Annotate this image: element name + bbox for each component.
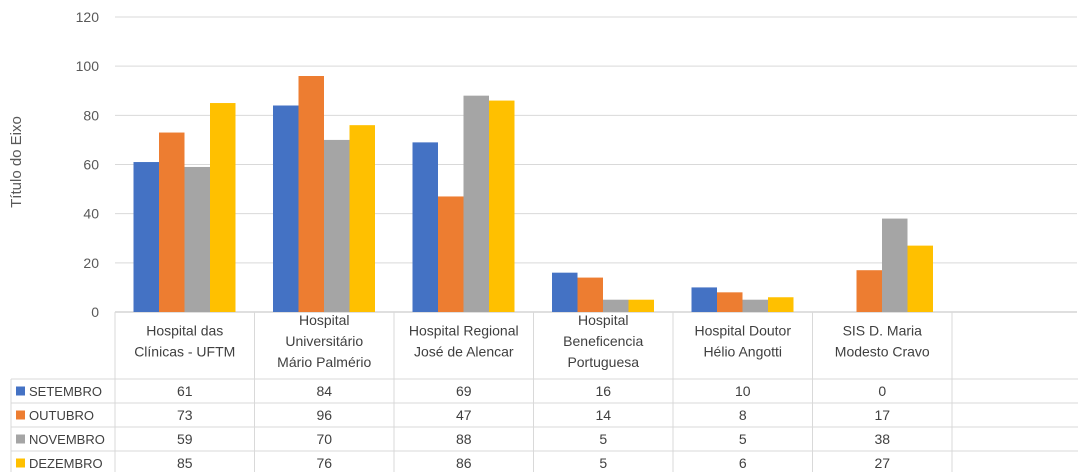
data-label: 27: [874, 455, 890, 471]
data-label: 38: [874, 431, 890, 447]
category-label: Mário Palmério: [277, 354, 371, 370]
category-label: Hospital Regional: [409, 323, 519, 339]
legend-key-setembro: [16, 386, 25, 396]
bar-outubro-2: [298, 76, 324, 312]
bar-setembro-5: [691, 287, 717, 312]
y-tick-label: 120: [76, 9, 100, 25]
bar-novembro-1: [184, 166, 210, 312]
legend-key-novembro: [16, 434, 25, 444]
data-label: 84: [316, 383, 332, 399]
bar-dezembro-5: [768, 297, 794, 312]
data-label: 69: [456, 383, 472, 399]
bars: [133, 76, 933, 313]
bar-setembro-2: [273, 105, 299, 312]
category-label: Portuguesa: [567, 354, 639, 370]
legend-key-outubro: [16, 410, 25, 420]
legend-key-dezembro: [16, 458, 25, 468]
series-name-setembro: SETEMBRO: [29, 384, 102, 399]
category-label: Hélio Angotti: [703, 344, 782, 360]
data-label: 70: [316, 431, 332, 447]
category-label: José de Alencar: [414, 344, 514, 360]
data-label: 6: [739, 455, 747, 471]
bar-setembro-4: [552, 272, 578, 312]
category-label: Universitário: [285, 333, 363, 349]
data-label: 0: [878, 383, 886, 399]
series-name-outubro: OUTUBRO: [29, 408, 94, 423]
category-label: Hospital: [578, 312, 629, 328]
series-name-novembro: NOVEMBRO: [29, 432, 105, 447]
data-label: 8: [739, 407, 747, 423]
bar-setembro-3: [412, 142, 438, 312]
bar-outubro-1: [159, 132, 185, 312]
bar-novembro-3: [463, 95, 489, 313]
series-name-dezembro: DEZEMBRO: [29, 456, 103, 471]
category-label: SIS D. Maria: [843, 323, 923, 339]
data-label: 5: [739, 431, 747, 447]
bar-dezembro-3: [489, 100, 515, 312]
data-label: 76: [316, 455, 332, 471]
bar-novembro-5: [742, 299, 768, 312]
bar-dezembro-4: [628, 299, 654, 312]
bar-outubro-6: [856, 270, 882, 312]
data-label: 5: [599, 455, 607, 471]
data-label: 10: [735, 383, 751, 399]
bar-outubro-4: [577, 277, 603, 312]
category-label: Beneficencia: [563, 333, 643, 349]
y-tick-label: 0: [91, 304, 99, 320]
category-label: Hospital: [299, 312, 350, 328]
data-label: 61: [177, 383, 193, 399]
data-label: 16: [595, 383, 611, 399]
category-label: Clínicas - UFTM: [134, 344, 235, 360]
y-tick-label: 100: [76, 58, 100, 74]
bar-outubro-3: [438, 196, 464, 312]
bar-novembro-2: [324, 139, 350, 312]
data-label: 59: [177, 431, 193, 447]
bar-dezembro-2: [349, 125, 375, 313]
y-tick-label: 80: [83, 107, 99, 123]
data-label: 96: [316, 407, 332, 423]
y-tick-label: 40: [83, 206, 99, 222]
y-tick-label: 60: [83, 157, 99, 173]
data-label: 5: [599, 431, 607, 447]
category-label: Hospital das: [146, 323, 223, 339]
data-label: 86: [456, 455, 472, 471]
bar-novembro-4: [603, 299, 629, 312]
y-tick-label: 20: [83, 255, 99, 271]
bar-dezembro-1: [210, 103, 236, 313]
bar-dezembro-6: [907, 245, 933, 312]
bar-setembro-1: [133, 162, 159, 312]
y-axis-title: Título do Eixo: [8, 116, 25, 208]
data-label: 17: [874, 407, 890, 423]
data-label: 14: [595, 407, 611, 423]
bar-novembro-6: [882, 218, 908, 312]
bar-outubro-5: [717, 292, 743, 312]
data-table: Hospital das Clínicas - UFTM Hospital Unive…: [10, 312, 1078, 472]
category-label: Hospital Doutor: [695, 323, 792, 339]
data-label: 85: [177, 455, 193, 471]
data-label: 88: [456, 431, 472, 447]
category-label: Modesto Cravo: [835, 344, 930, 360]
data-label: 73: [177, 407, 193, 423]
data-label: 47: [456, 407, 472, 423]
